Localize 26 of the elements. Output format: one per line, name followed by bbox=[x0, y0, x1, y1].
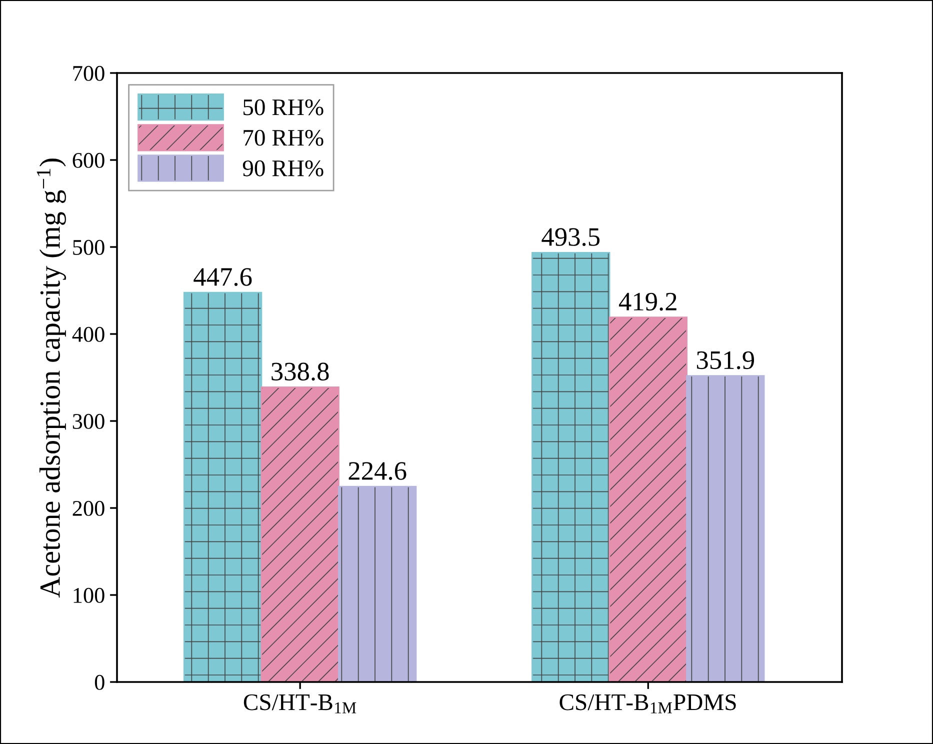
x-tick-label: CS/HT-B$_{1M}$ bbox=[244, 694, 356, 714]
data-label: 493.5 bbox=[542, 228, 600, 246]
data-label: 224.6 bbox=[348, 462, 406, 480]
bar bbox=[338, 486, 417, 682]
data-label: 338.8 bbox=[272, 362, 329, 381]
data-label: 351.9 bbox=[696, 351, 754, 370]
legend-label: 50 RH% bbox=[244, 99, 324, 116]
y-tick-label: 300 bbox=[72, 414, 104, 429]
bar bbox=[686, 375, 765, 682]
bar bbox=[532, 252, 610, 682]
y-axis-title: Acetone adsorption capacity (mg g$^{−1}$) bbox=[36, 158, 66, 598]
y-tick-label: 100 bbox=[74, 588, 104, 603]
data-label: 419.2 bbox=[618, 292, 676, 311]
bar bbox=[608, 316, 688, 682]
x-tick-label: CS/HT-B$_{1M}$PDMS bbox=[560, 694, 736, 714]
y-tick-label: 400 bbox=[72, 326, 104, 342]
bar bbox=[183, 292, 262, 682]
y-tick-label: 500 bbox=[73, 240, 104, 255]
y-tick-label: 600 bbox=[72, 152, 104, 168]
legend-label: 90 RH% bbox=[242, 160, 324, 176]
y-tick-label: 0 bbox=[94, 674, 104, 690]
legend-label: 70 RH% bbox=[244, 130, 324, 146]
bar bbox=[260, 386, 340, 682]
y-tick-label: 200 bbox=[72, 500, 104, 516]
y-tick-label: 700 bbox=[73, 66, 104, 81]
data-label: 447.6 bbox=[194, 268, 252, 286]
